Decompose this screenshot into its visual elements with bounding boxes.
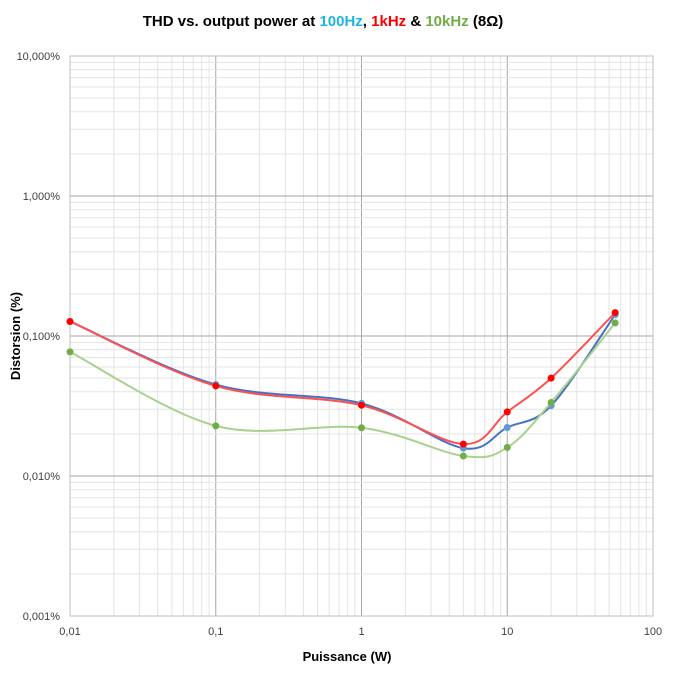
- data-point-1khz: [66, 317, 74, 325]
- series-layer: [66, 309, 619, 460]
- x-tick-label: 100: [644, 626, 662, 638]
- data-point-10khz: [503, 443, 511, 451]
- title-part: 1kHz: [371, 13, 406, 30]
- data-point-10khz: [358, 424, 365, 432]
- y-tick-label: 0,010%: [23, 471, 61, 483]
- data-point-1khz: [459, 440, 467, 448]
- series-line-10khz: [69, 322, 616, 459]
- y-tick-label: 10,000%: [17, 51, 61, 63]
- grid: [69, 56, 653, 617]
- data-point-1khz: [611, 309, 619, 317]
- title-part: &: [406, 13, 425, 30]
- title-part: 100Hz: [319, 13, 362, 30]
- title-part: THD vs. output power at: [143, 13, 320, 30]
- series-100hz: [66, 311, 619, 452]
- title-part: ,: [363, 13, 371, 30]
- title-part: 10kHz: [425, 13, 468, 30]
- series-10khz: [66, 319, 619, 460]
- chart-title: THD vs. output power at 100Hz, 1kHz & 10…: [143, 13, 503, 30]
- data-point-1khz: [503, 408, 511, 416]
- x-tick-label: 10: [501, 626, 513, 638]
- y-axis-label: Distorsion (%): [8, 292, 23, 380]
- tick-labels: 0,01 0,1 1 10 100 0,001% 0,010% 0,100% 1,000% 10,…: [17, 51, 663, 638]
- x-tick-label: 1: [358, 626, 364, 638]
- data-point-1khz: [547, 374, 555, 382]
- y-tick-label: 0,100%: [23, 331, 61, 343]
- series-line-100hz: [69, 314, 616, 450]
- x-axis-label: Puissance (W): [303, 649, 392, 664]
- x-tick-label: 0,1: [208, 626, 223, 638]
- data-point-1khz: [358, 401, 365, 409]
- data-point-10khz: [66, 348, 74, 356]
- data-point-10khz: [611, 319, 619, 327]
- data-point-10khz: [212, 422, 220, 430]
- data-point-1khz: [212, 382, 220, 390]
- data-point-100hz: [503, 424, 511, 432]
- title-part: (8Ω): [469, 13, 504, 30]
- data-point-10khz: [459, 452, 467, 460]
- series-1khz: [66, 309, 619, 448]
- y-tick-label: 0,001%: [23, 611, 61, 623]
- x-tick-label: 0,01: [59, 626, 80, 638]
- plot-area-border: [69, 55, 654, 617]
- y-tick-label: 1,000%: [23, 191, 61, 203]
- data-point-10khz: [547, 398, 555, 406]
